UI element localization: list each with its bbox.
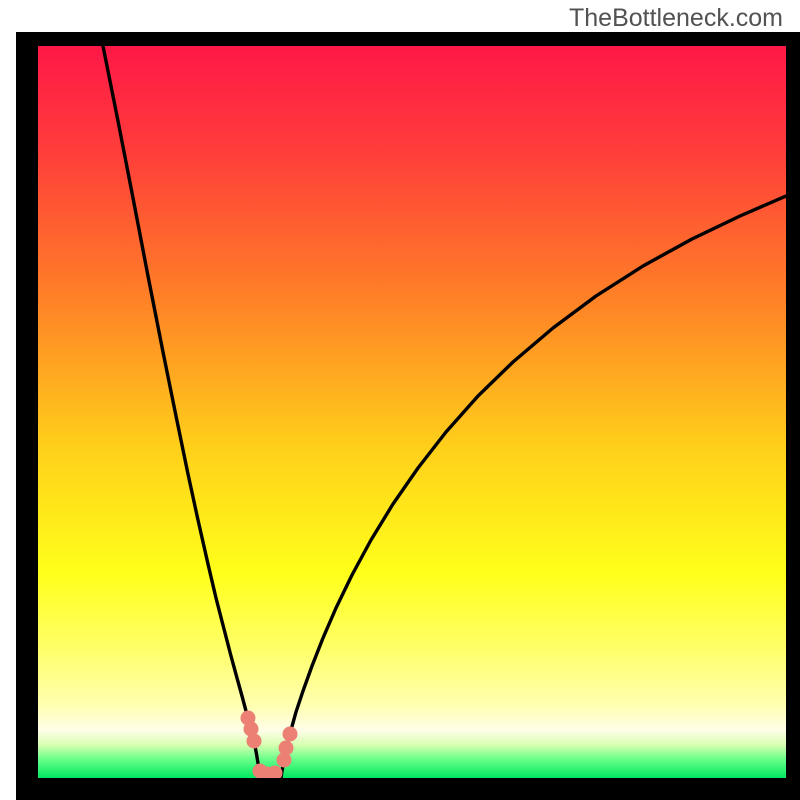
marker-dot [277, 753, 292, 768]
curve-left-branch [103, 46, 260, 778]
marker-dot [283, 727, 298, 742]
watermark-text: TheBottleneck.com [569, 4, 783, 33]
curve-right-branch [281, 196, 786, 778]
marker-dot [247, 734, 262, 749]
chart-plot-area [38, 46, 786, 778]
chart-overlay [38, 46, 786, 778]
